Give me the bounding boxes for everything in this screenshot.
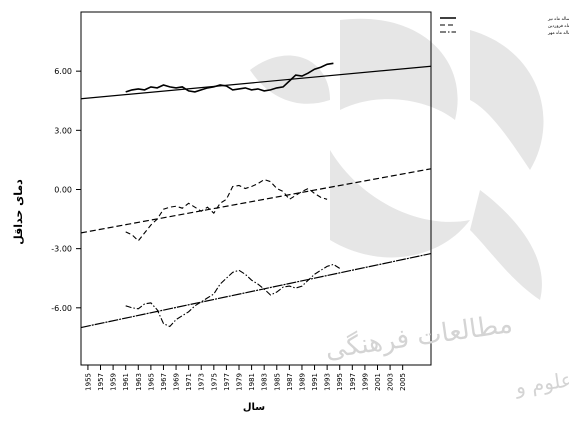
trend-line-3 <box>80 252 432 329</box>
y-axis-label: دمای حداقل <box>12 179 25 245</box>
plot-area <box>80 11 432 366</box>
x-tick-label: 1959 <box>110 373 118 391</box>
x-tick-label: 1969 <box>173 373 181 391</box>
watermark-text-2: علوم و <box>513 367 569 399</box>
y-axis: 6.00 3.00 0.00 -3.00 -6.00 <box>51 67 81 313</box>
x-tick-label: 1963 <box>135 373 143 391</box>
watermark-petal-4 <box>470 190 542 300</box>
legend-label-2: میانگین متحرک دهساله ماه فروردین <box>548 23 569 29</box>
x-tick-label: 1985 <box>273 373 281 391</box>
trend-line-1 <box>80 65 432 100</box>
trend-line-2 <box>80 168 432 234</box>
x-tick-label: 1957 <box>97 373 105 391</box>
x-tick-label: 1977 <box>223 373 231 391</box>
trend-lines <box>80 65 432 329</box>
x-tick-label: 2003 <box>387 373 395 391</box>
x-axis: 1955 1957 1959 1961 1963 1965 1967 1969 1971 1973… <box>84 365 407 391</box>
x-tick-label: 1967 <box>160 373 168 391</box>
x-tick-label: 1973 <box>198 373 206 391</box>
watermark-emblem <box>250 18 544 300</box>
x-tick-label: 1971 <box>185 373 193 391</box>
x-tick-label: 1961 <box>122 373 130 391</box>
x-tick-label: 1979 <box>236 373 244 391</box>
x-tick-label: 2005 <box>399 373 407 391</box>
watermark-petal-2 <box>470 30 544 170</box>
x-tick-label: 1965 <box>147 373 155 391</box>
x-tick-label: 1981 <box>248 373 256 391</box>
y-tick-label: 3.00 <box>54 126 72 135</box>
y-tick-label: 6.00 <box>54 67 72 76</box>
x-tick-label: 1991 <box>311 373 319 391</box>
y-tick-label: -6.00 <box>51 304 72 313</box>
x-axis-label: سال <box>243 402 265 413</box>
x-tick-label: 1955 <box>84 373 92 391</box>
x-tick-label: 1983 <box>261 373 269 391</box>
series-line-1 <box>125 62 334 93</box>
x-tick-label: 1997 <box>349 373 357 391</box>
y-tick-label: -3.00 <box>51 245 72 254</box>
x-tick-label: 1975 <box>210 373 218 391</box>
series-line-2 <box>125 178 328 242</box>
x-tick-label: 1987 <box>286 373 294 391</box>
series-lines <box>125 62 340 328</box>
x-tick-label: 1993 <box>324 373 332 391</box>
legend-label-3: میانگین متحرک دهساله ماه مهر <box>547 30 569 36</box>
series-line-3 <box>125 263 340 328</box>
watermark-text: مطالعات فرهنگی <box>323 308 514 365</box>
watermark-petal-3 <box>330 150 470 258</box>
x-tick-label: 2001 <box>374 373 382 391</box>
y-tick-label: 0.00 <box>54 185 72 194</box>
legend: میانگین متحرک دهساله ماه تیرمیانگین متحر… <box>440 16 569 36</box>
x-tick-label: 1989 <box>298 373 306 391</box>
x-tick-label: 1999 <box>361 373 369 391</box>
legend-label-1: میانگین متحرک دهساله ماه تیر <box>547 16 569 22</box>
x-tick-label: 1995 <box>336 373 344 391</box>
